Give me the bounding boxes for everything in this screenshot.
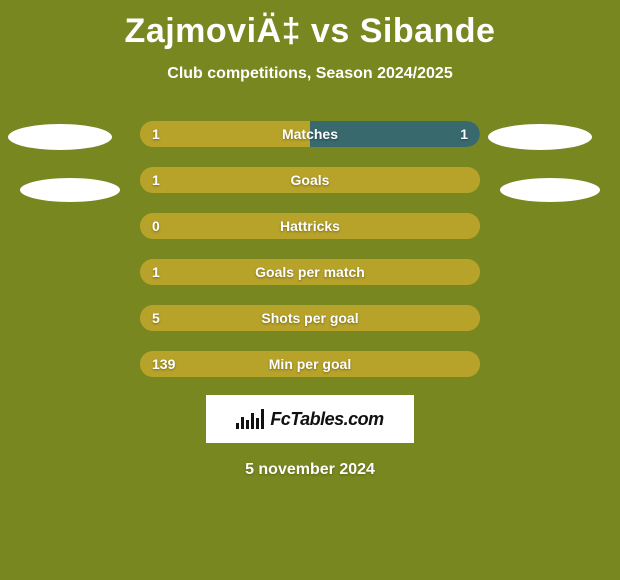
stat-label: Goals	[140, 167, 480, 193]
side-ellipse	[500, 178, 600, 202]
page-subtitle: Club competitions, Season 2024/2025	[0, 65, 620, 83]
date-text: 5 november 2024	[0, 461, 620, 479]
stat-row: 1Goals per match	[140, 259, 480, 285]
logo-badge: FcTables.com	[206, 395, 414, 443]
stat-label: Goals per match	[140, 259, 480, 285]
side-ellipse	[20, 178, 120, 202]
stat-row: 139Min per goal	[140, 351, 480, 377]
stat-label: Min per goal	[140, 351, 480, 377]
stat-row: 1Goals	[140, 167, 480, 193]
stat-row: 11Matches	[140, 121, 480, 147]
side-ellipse	[488, 124, 592, 150]
stat-label: Matches	[140, 121, 480, 147]
stat-label: Hattricks	[140, 213, 480, 239]
logo-bars-icon	[236, 409, 264, 429]
stat-row: 5Shots per goal	[140, 305, 480, 331]
stat-rows-container: 11Matches 1Goals 0Hattricks 1Goals per matc…	[0, 121, 620, 377]
stat-row: 0Hattricks	[140, 213, 480, 239]
page-title: ZajmoviÄ‡ vs Sibande	[0, 0, 620, 51]
stat-label: Shots per goal	[140, 305, 480, 331]
side-ellipse	[8, 124, 112, 150]
logo-text: FcTables.com	[270, 409, 383, 430]
